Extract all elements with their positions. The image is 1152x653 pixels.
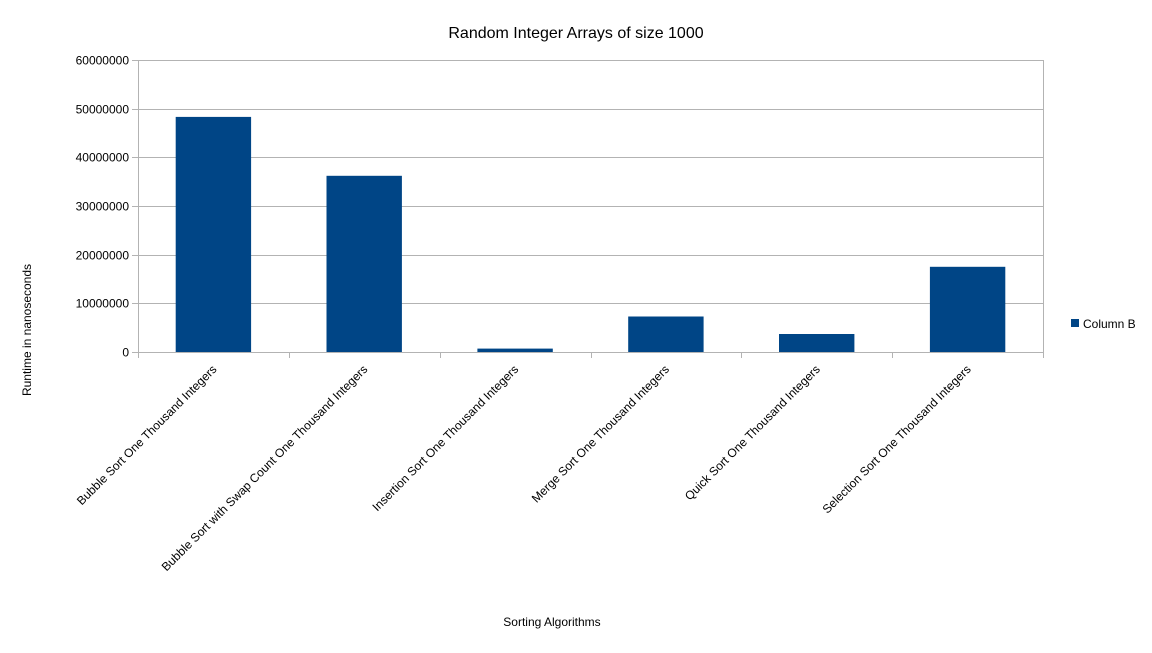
bar [477,348,553,352]
y-tick-label: 30000000 [76,200,130,214]
bar [628,316,704,352]
y-tick-label: 50000000 [76,103,130,117]
x-tick-label: Quick Sort One Thousand Integers [682,362,823,503]
x-axis-ticks: Bubble Sort One Thousand IntegersBubble … [74,352,1044,574]
bar [929,266,1006,352]
y-tick-label: 0 [122,346,129,360]
x-tick-label: Insertion Sort One Thousand Integers [369,362,521,514]
x-tick-label: Selection Sort One Thousand Integers [820,362,974,516]
x-tick-label: Bubble Sort One Thousand Integers [74,362,220,508]
y-axis-label: Runtime in nanoseconds [20,264,34,396]
bar [175,116,252,353]
x-axis-label: Sorting Algorithms [503,615,600,629]
legend: Column B [1071,317,1136,331]
axes [138,60,1044,352]
y-tick-label: 10000000 [76,297,130,311]
y-tick-label: 40000000 [76,151,130,165]
y-tick-label: 60000000 [76,54,130,68]
gridlines [138,60,1043,353]
chart-title: Random Integer Arrays of size 1000 [448,25,703,42]
legend-swatch [1071,319,1079,327]
legend-label: Column B [1083,317,1136,331]
bar [779,334,855,352]
x-tick-label: Merge Sort One Thousand Integers [529,362,672,505]
bars [175,116,1006,353]
y-axis-ticks: 0 10000000 20000000 30000000 40000000 5000000… [76,54,138,360]
bar [326,175,402,352]
y-tick-label: 20000000 [76,249,130,263]
